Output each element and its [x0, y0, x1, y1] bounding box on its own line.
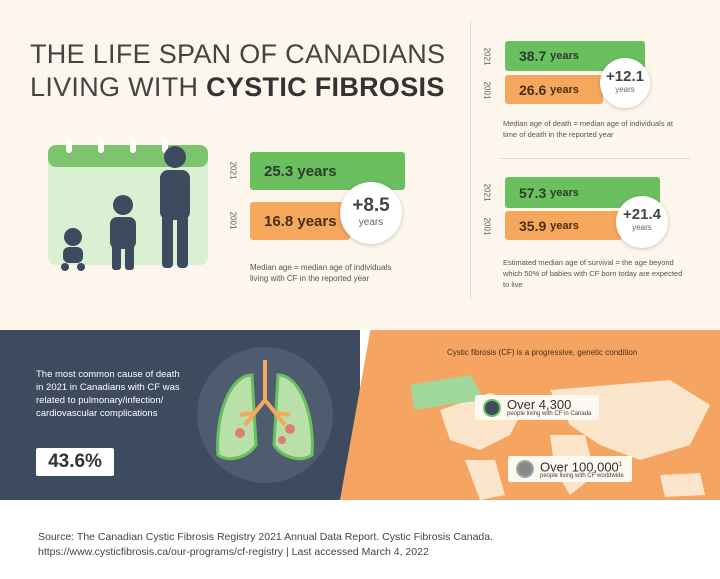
divider-vertical: [470, 20, 471, 300]
median-survival-diff-badge: +21.4 years: [616, 196, 668, 248]
value: 26.6: [519, 81, 547, 98]
year-label-2021: 2021: [228, 161, 238, 180]
median-death-2001-bar: 26.6 years: [505, 75, 603, 104]
diff-unit: years: [632, 223, 652, 232]
median-death-note: Median age of death = median age of indi…: [503, 119, 673, 139]
source-line1: Source: The Canadian Cystic Fibrosis Reg…: [38, 531, 494, 543]
title-line1: THE LIFE SPAN OF CANADIANS: [30, 39, 446, 69]
diff-value: +8.5: [352, 195, 390, 216]
median-survival-2001-bar: 35.9 years: [505, 211, 622, 240]
median-survival-note: Estimated median age of survival = the a…: [503, 258, 683, 289]
canada-desc: people living with CF in Canada: [507, 411, 592, 417]
canada-stat: Over 4,300 people living with CF in Canad…: [475, 395, 600, 420]
year-label-2001: 2001: [482, 217, 492, 236]
cause-percent: 43.6%: [36, 448, 114, 476]
year-label-2001: 2001: [482, 81, 492, 100]
median-age-diff-badge: +8.5 years: [340, 182, 402, 244]
divider-horizontal: [500, 158, 690, 159]
source-footer: Source: The Canadian Cystic Fibrosis Reg…: [38, 530, 493, 560]
unit: years: [550, 83, 579, 96]
median-age-2001-bar: 16.8 years: [250, 202, 350, 240]
family-calendar-illustration: [48, 139, 208, 271]
value: 57.3: [519, 184, 547, 201]
diff-value: +12.1: [606, 68, 644, 85]
median-age-2021-bar: 25.3 years: [250, 152, 405, 190]
cause-text: The most common cause of death in 2021 i…: [36, 369, 180, 419]
unit: years: [550, 50, 579, 62]
year-label-2021: 2021: [482, 47, 492, 66]
diff-unit: years: [358, 217, 384, 228]
source-line2: https://www.cysticfibrosis.ca/our-progra…: [38, 546, 429, 558]
unit: years: [550, 219, 579, 232]
diff-value: +21.4: [623, 206, 661, 223]
diff-unit: years: [615, 85, 635, 94]
value: 35.9: [519, 217, 547, 234]
map-caption: Cystic fibrosis (CF) is a progressive, g…: [447, 348, 638, 357]
canada-leaf-icon: [483, 398, 501, 417]
footnote-ref: 1: [618, 462, 623, 468]
title-prefix: LIVING WITH: [30, 72, 207, 102]
title-bold: CYSTIC FIBROSIS: [206, 72, 445, 102]
year-label-2021: 2021: [482, 183, 492, 202]
canada-count: Over 4,300: [507, 397, 572, 412]
median-death-diff-badge: +12.1 years: [600, 58, 650, 108]
world-desc: people living with CF worldwide: [540, 473, 624, 480]
world-stat: Over 100,0001 people living with CF world…: [508, 456, 632, 483]
median-age-note: Median age = median age of individuals l…: [250, 263, 392, 283]
lungs-icon: [197, 347, 333, 483]
unit: years: [550, 186, 579, 199]
page-title: THE LIFE SPAN OF CANADIANS LIVING WITH C…: [30, 38, 445, 104]
world-count: Over 100,000: [540, 459, 619, 475]
globe-icon: [516, 460, 534, 479]
value: 38.7: [519, 48, 547, 64]
title-line2: LIVING WITH CYSTIC FIBROSIS: [30, 71, 445, 104]
year-label-2001: 2001: [228, 211, 238, 230]
